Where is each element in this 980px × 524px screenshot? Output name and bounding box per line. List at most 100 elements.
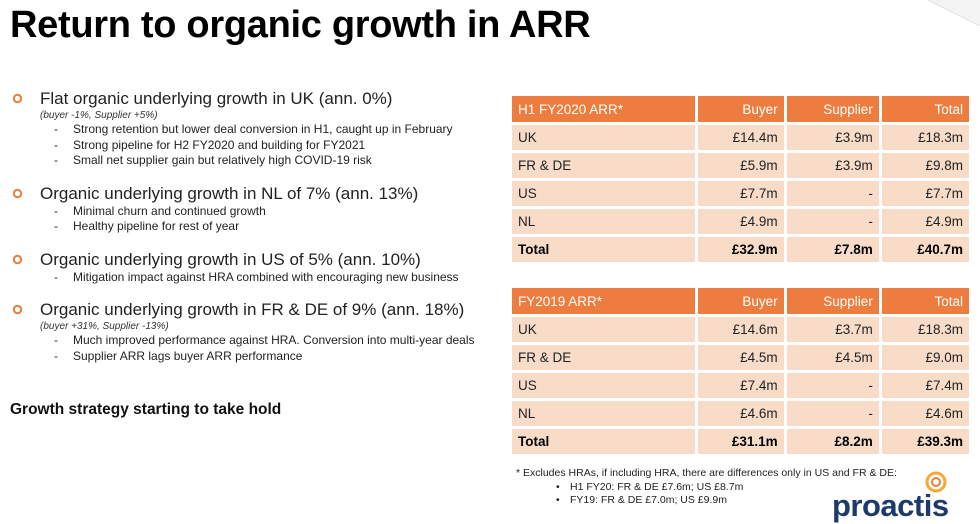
point-subitems: Mitigation impact against HRA combined w…: [49, 270, 497, 286]
supplier-cell: £7.8m: [786, 237, 879, 262]
buyer-cell: £4.9m: [698, 209, 784, 234]
point-heading: Flat organic underlying growth in UK (an…: [40, 89, 393, 108]
table-row: NL £4.9m - £4.9m: [512, 209, 969, 234]
buyer-cell: £7.7m: [698, 181, 784, 206]
supplier-cell: -: [786, 401, 879, 426]
table-header-row: H1 FY2020 ARR* Buyer Supplier Total: [512, 96, 969, 122]
total-cell: £18.3m: [881, 317, 969, 342]
sub-item: Strong pipeline for H2 FY2020 and buildi…: [49, 138, 497, 154]
point-heading: Organic underlying growth in NL of 7% (a…: [40, 183, 419, 203]
growth-point: Organic underlying growth in FR & DE of …: [12, 299, 497, 364]
sub-item: Small net supplier gain but relatively h…: [49, 153, 497, 169]
total-cell: £4.9m: [881, 209, 969, 234]
arr-table-h1-fy2020: H1 FY2020 ARR* Buyer Supplier Total UK £…: [509, 93, 972, 265]
column-header: Supplier: [786, 288, 879, 314]
growth-point: Organic underlying growth in NL of 7% (a…: [12, 183, 497, 235]
arr-table-fy2019: FY2019 ARR* Buyer Supplier Total UK £14.…: [509, 285, 972, 457]
column-header: Supplier: [786, 96, 879, 122]
buyer-cell: £4.5m: [698, 345, 784, 370]
supplier-cell: -: [786, 209, 879, 234]
bullet-icon: [12, 304, 23, 315]
strategy-statement: Growth strategy starting to take hold: [10, 401, 282, 418]
sub-item: Strong retention but lower deal conversi…: [49, 122, 497, 138]
buyer-cell: £5.9m: [698, 153, 784, 178]
footnote-list: H1 FY20: FR & DE £7.6m; US £8.7m FY19: F…: [556, 481, 897, 507]
row-label: FR & DE: [512, 153, 696, 178]
sub-item: Supplier ARR lags buyer ARR performance: [49, 349, 497, 365]
point-note: (buyer +31%, Supplier -13%): [40, 321, 169, 332]
sub-item: Minimal churn and continued growth: [49, 204, 497, 220]
table-row: FR & DE £5.9m £3.9m £9.8m: [512, 153, 969, 178]
total-cell: £9.0m: [881, 345, 969, 370]
supplier-cell: £8.2m: [786, 429, 879, 454]
buyer-cell: £7.4m: [698, 373, 784, 398]
total-cell: £40.7m: [881, 237, 969, 262]
table-row: UK £14.6m £3.7m £18.3m: [512, 317, 969, 342]
supplier-cell: £4.5m: [786, 345, 879, 370]
sub-item: Much improved performance against HRA. C…: [49, 333, 497, 349]
row-label: NL: [512, 401, 696, 426]
table-header-row: FY2019 ARR* Buyer Supplier Total: [512, 288, 969, 314]
supplier-cell: £3.7m: [786, 317, 879, 342]
logo-wordmark: proactis: [832, 488, 949, 523]
row-label: UK: [512, 317, 696, 342]
footnote-item: H1 FY20: FR & DE £7.6m; US £8.7m: [556, 481, 897, 494]
sub-item: Mitigation impact against HRA combined w…: [49, 270, 497, 286]
proactis-logo: proactis: [832, 470, 972, 524]
table-total-row: Total £31.1m £8.2m £39.3m: [512, 429, 969, 454]
point-subitems: Much improved performance against HRA. C…: [49, 333, 497, 364]
column-header: H1 FY2020 ARR*: [512, 96, 696, 122]
growth-points: Flat organic underlying growth in UK (an…: [12, 88, 497, 378]
point-heading: Organic underlying growth in US of 5% (a…: [40, 249, 421, 269]
point-note: (buyer -1%, Supplier +5%): [40, 110, 158, 121]
column-header: FY2019 ARR*: [512, 288, 696, 314]
total-cell: £4.6m: [881, 401, 969, 426]
growth-point: Flat organic underlying growth in UK (an…: [12, 88, 497, 169]
supplier-cell: -: [786, 181, 879, 206]
table-row: US £7.7m - £7.7m: [512, 181, 969, 206]
row-label: US: [512, 373, 696, 398]
buyer-cell: £32.9m: [698, 237, 784, 262]
total-cell: £7.7m: [881, 181, 969, 206]
column-header: Buyer: [698, 96, 784, 122]
buyer-cell: £4.6m: [698, 401, 784, 426]
sub-item: Healthy pipeline for rest of year: [49, 219, 497, 235]
table-row: FR & DE £4.5m £4.5m £9.0m: [512, 345, 969, 370]
total-cell: £7.4m: [881, 373, 969, 398]
footnote: * Excludes HRAs, if including HRA, there…: [516, 467, 897, 507]
supplier-cell: -: [786, 373, 879, 398]
bullet-icon: [12, 93, 23, 104]
row-label: US: [512, 181, 696, 206]
growth-point: Organic underlying growth in US of 5% (a…: [12, 249, 497, 286]
row-label: Total: [512, 237, 696, 262]
bullet-icon: [12, 254, 23, 265]
footnote-item: FY19: FR & DE £7.0m; US £9.9m: [556, 494, 897, 507]
table-row: UK £14.4m £3.9m £18.3m: [512, 125, 969, 150]
bullet-icon: [12, 188, 23, 199]
column-header: Buyer: [698, 288, 784, 314]
page-title: Return to organic growth in ARR: [10, 4, 591, 46]
column-header: Total: [881, 96, 969, 122]
supplier-cell: £3.9m: [786, 153, 879, 178]
total-cell: £9.8m: [881, 153, 969, 178]
row-label: NL: [512, 209, 696, 234]
corner-decoration: [927, 0, 980, 26]
total-cell: £39.3m: [881, 429, 969, 454]
row-label: Total: [512, 429, 696, 454]
row-label: UK: [512, 125, 696, 150]
buyer-cell: £14.6m: [698, 317, 784, 342]
row-label: FR & DE: [512, 345, 696, 370]
table-row: NL £4.6m - £4.6m: [512, 401, 969, 426]
buyer-cell: £14.4m: [698, 125, 784, 150]
buyer-cell: £31.1m: [698, 429, 784, 454]
point-subitems: Minimal churn and continued growth Healt…: [49, 204, 497, 235]
supplier-cell: £3.9m: [786, 125, 879, 150]
table-total-row: Total £32.9m £7.8m £40.7m: [512, 237, 969, 262]
table-row: US £7.4m - £7.4m: [512, 373, 969, 398]
total-cell: £18.3m: [881, 125, 969, 150]
point-heading: Organic underlying growth in FR & DE of …: [40, 300, 465, 319]
footnote-main: * Excludes HRAs, if including HRA, there…: [516, 467, 897, 479]
logo-mark-icon: [925, 471, 947, 493]
column-header: Total: [881, 288, 969, 314]
point-subitems: Strong retention but lower deal conversi…: [49, 122, 497, 169]
